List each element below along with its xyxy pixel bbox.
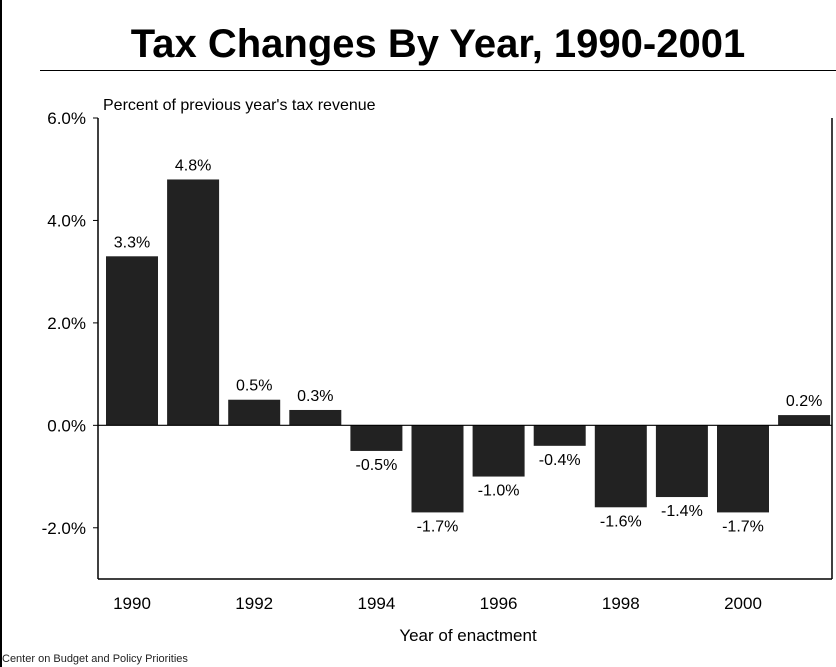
title-divider <box>40 70 836 71</box>
bar <box>472 425 525 477</box>
bar <box>228 399 281 426</box>
y-axis-label: Percent of previous year's tax revenue <box>103 97 376 114</box>
data-label: 0.3% <box>297 388 333 405</box>
x-tick-label: 1990 <box>113 594 151 613</box>
data-label: -1.7% <box>417 518 459 535</box>
x-tick-label: 2000 <box>724 594 762 613</box>
data-label: -1.7% <box>722 518 764 535</box>
x-tick-label: 1994 <box>357 594 395 613</box>
y-tick-label: 6.0% <box>47 109 86 128</box>
bar <box>655 425 708 498</box>
bar <box>289 409 342 426</box>
x-tick-label: 1998 <box>602 594 640 613</box>
bar <box>717 425 769 513</box>
data-label: 0.5% <box>236 378 272 395</box>
data-label: 4.8% <box>175 157 211 174</box>
y-tick-label: -2.0% <box>42 519 86 538</box>
bar <box>594 425 647 508</box>
data-label: 0.2% <box>786 393 822 410</box>
source-credit: Center on Budget and Policy Priorities <box>2 653 188 665</box>
y-tick-label: 0.0% <box>47 416 86 435</box>
data-label: -1.6% <box>600 513 642 530</box>
bar <box>167 179 220 426</box>
bar <box>350 425 403 451</box>
bar <box>533 425 586 446</box>
data-label: -1.0% <box>478 483 520 500</box>
data-label: -0.5% <box>356 457 398 474</box>
bar <box>778 415 831 426</box>
y-tick-label: 2.0% <box>47 314 86 333</box>
bar <box>411 425 464 513</box>
bar <box>106 256 158 426</box>
frame-left-border <box>0 0 2 667</box>
x-tick-label: 1996 <box>480 594 518 613</box>
data-label: 3.3% <box>114 234 150 251</box>
plot-area: 6.0% 4.0% 2.0% 0.0% -2.0% 3.3% 1990 4.8% 0.5% 199… <box>42 109 833 613</box>
y-tick-label: 4.0% <box>47 211 86 230</box>
x-axis-label: Year of enactment <box>399 626 537 645</box>
data-label: -0.4% <box>539 452 581 469</box>
data-label: -1.4% <box>661 503 703 520</box>
x-tick-label: 1992 <box>235 594 273 613</box>
chart-title: Tax Changes By Year, 1990-2001 <box>130 22 746 66</box>
